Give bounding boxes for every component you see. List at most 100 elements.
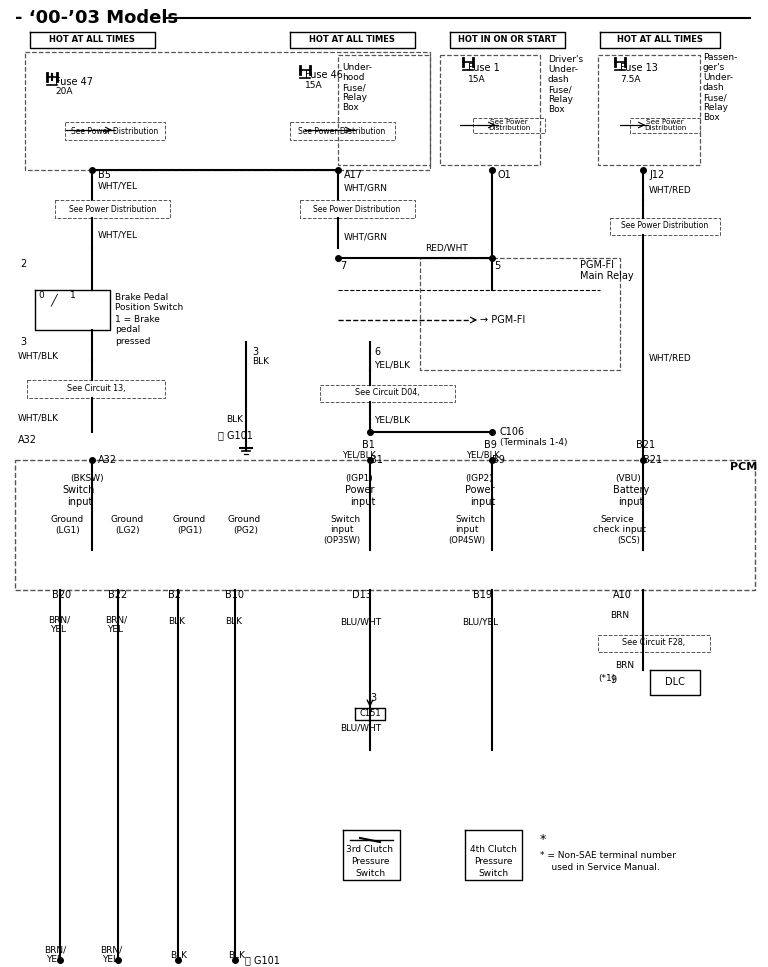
- Text: BLK: BLK: [170, 951, 187, 959]
- Text: 7: 7: [340, 261, 346, 271]
- Text: 0: 0: [38, 291, 44, 301]
- Text: 15A: 15A: [468, 75, 485, 84]
- Text: YEL: YEL: [107, 626, 123, 634]
- Text: (LG2): (LG2): [115, 525, 140, 535]
- Text: A17: A17: [344, 170, 363, 180]
- Text: 7.5A: 7.5A: [620, 75, 641, 84]
- Text: Under-: Under-: [703, 73, 733, 82]
- Text: Main Relay: Main Relay: [580, 271, 634, 281]
- Text: (IGP2): (IGP2): [465, 474, 492, 483]
- Text: See Circuit 13,: See Circuit 13,: [67, 385, 125, 394]
- Text: BLK: BLK: [252, 358, 269, 366]
- Text: DLC: DLC: [665, 677, 685, 687]
- Text: O1: O1: [498, 170, 511, 180]
- Text: 4th Clutch: 4th Clutch: [469, 845, 516, 855]
- Text: input: input: [350, 497, 376, 507]
- Text: hood: hood: [342, 73, 365, 82]
- Text: Under-: Under-: [342, 64, 372, 73]
- Text: B9: B9: [492, 455, 505, 465]
- Text: (VBU): (VBU): [615, 474, 641, 483]
- Text: Ground: Ground: [228, 515, 261, 524]
- Text: BLU/WHT: BLU/WHT: [340, 723, 381, 732]
- Text: D13: D13: [352, 590, 372, 600]
- Text: BRN/: BRN/: [44, 946, 66, 954]
- Text: BLU/WHT: BLU/WHT: [340, 618, 381, 627]
- Text: Power: Power: [345, 485, 375, 495]
- Text: - ‘00-’03 Models: - ‘00-’03 Models: [15, 9, 178, 27]
- Text: used in Service Manual.: used in Service Manual.: [540, 864, 660, 872]
- Text: Driver's: Driver's: [548, 55, 583, 65]
- Text: B21: B21: [643, 455, 662, 465]
- Text: (LG1): (LG1): [55, 525, 80, 535]
- Text: (PG1): (PG1): [177, 525, 202, 535]
- Text: 1: 1: [70, 291, 76, 301]
- Text: HOT IN ON OR START: HOT IN ON OR START: [458, 36, 556, 44]
- Text: See Power
Distribution: See Power Distribution: [644, 119, 686, 132]
- Text: J12: J12: [649, 170, 664, 180]
- Text: 5: 5: [494, 261, 500, 271]
- Text: See Power
Distribution: See Power Distribution: [488, 119, 530, 132]
- Text: WHT/BLK: WHT/BLK: [18, 351, 59, 361]
- Text: WHT/GRN: WHT/GRN: [344, 232, 388, 242]
- Text: B1: B1: [362, 440, 375, 450]
- Text: Under-: Under-: [548, 66, 578, 74]
- Text: YEL: YEL: [46, 955, 62, 964]
- Text: YEL/BLK: YEL/BLK: [342, 451, 376, 459]
- Text: Switch: Switch: [62, 485, 94, 495]
- Text: See Power Distribution: See Power Distribution: [313, 204, 401, 214]
- Text: 15A: 15A: [305, 80, 323, 90]
- Text: 20A: 20A: [55, 87, 72, 97]
- Text: 3: 3: [20, 337, 26, 347]
- Text: Fuse/: Fuse/: [342, 83, 366, 93]
- Text: (Terminals 1-4): (Terminals 1-4): [500, 438, 568, 448]
- Text: (SCS): (SCS): [617, 536, 640, 544]
- Text: dash: dash: [703, 83, 725, 93]
- Text: input: input: [618, 497, 644, 507]
- Text: 9: 9: [610, 675, 616, 685]
- Text: See Power Distribution: See Power Distribution: [69, 204, 157, 214]
- Text: HOT AT ALL TIMES: HOT AT ALL TIMES: [309, 36, 395, 44]
- Text: dash: dash: [548, 75, 570, 84]
- Text: Ground: Ground: [110, 515, 144, 524]
- Text: YEL/BLK: YEL/BLK: [466, 451, 500, 459]
- Text: Fuse 13: Fuse 13: [620, 63, 658, 73]
- Text: (PG2): (PG2): [233, 525, 258, 535]
- Text: → PGM-FI: → PGM-FI: [480, 315, 525, 325]
- Text: BRN: BRN: [615, 660, 634, 669]
- Text: ger's: ger's: [703, 64, 725, 73]
- Text: ⏚ G101: ⏚ G101: [218, 430, 253, 440]
- Text: Fuse/: Fuse/: [703, 94, 727, 103]
- Text: 3: 3: [370, 693, 376, 703]
- Text: * = Non-SAE terminal number: * = Non-SAE terminal number: [540, 851, 676, 860]
- Text: 6: 6: [374, 347, 380, 357]
- Text: Passen-: Passen-: [703, 53, 737, 63]
- Text: Fuse 46: Fuse 46: [305, 70, 343, 80]
- Text: BLK: BLK: [228, 951, 245, 959]
- Text: (OP3SW): (OP3SW): [323, 536, 360, 544]
- Text: pressed: pressed: [115, 337, 151, 345]
- Text: YEL/BLK: YEL/BLK: [374, 361, 410, 369]
- Text: ╱: ╱: [50, 294, 57, 307]
- Text: BLK: BLK: [168, 618, 185, 627]
- Text: B5: B5: [98, 170, 111, 180]
- Text: WHT/BLK: WHT/BLK: [18, 414, 59, 423]
- Text: See Power Distribution: See Power Distribution: [299, 127, 386, 135]
- Text: Position Switch: Position Switch: [115, 304, 184, 312]
- Text: See Circuit F28,: See Circuit F28,: [622, 638, 686, 648]
- Text: Switch: Switch: [355, 869, 385, 878]
- Text: Ground: Ground: [172, 515, 205, 524]
- Text: 3rd Clutch: 3rd Clutch: [346, 845, 393, 855]
- Text: Pressure: Pressure: [474, 858, 512, 866]
- Text: 2: 2: [20, 259, 26, 269]
- Text: (BKSW): (BKSW): [70, 474, 104, 483]
- Text: WHT/RED: WHT/RED: [649, 186, 692, 194]
- Text: 1 = Brake: 1 = Brake: [115, 314, 160, 324]
- Text: WHT/YEL: WHT/YEL: [98, 182, 138, 190]
- Text: input: input: [330, 525, 353, 535]
- Text: B19: B19: [473, 590, 492, 600]
- Text: (OP4SW): (OP4SW): [448, 536, 485, 544]
- Text: See Power Distribution: See Power Distribution: [71, 127, 159, 135]
- Text: BLK: BLK: [225, 618, 242, 627]
- Text: WHT/RED: WHT/RED: [649, 354, 692, 363]
- Text: BRN/: BRN/: [48, 616, 70, 625]
